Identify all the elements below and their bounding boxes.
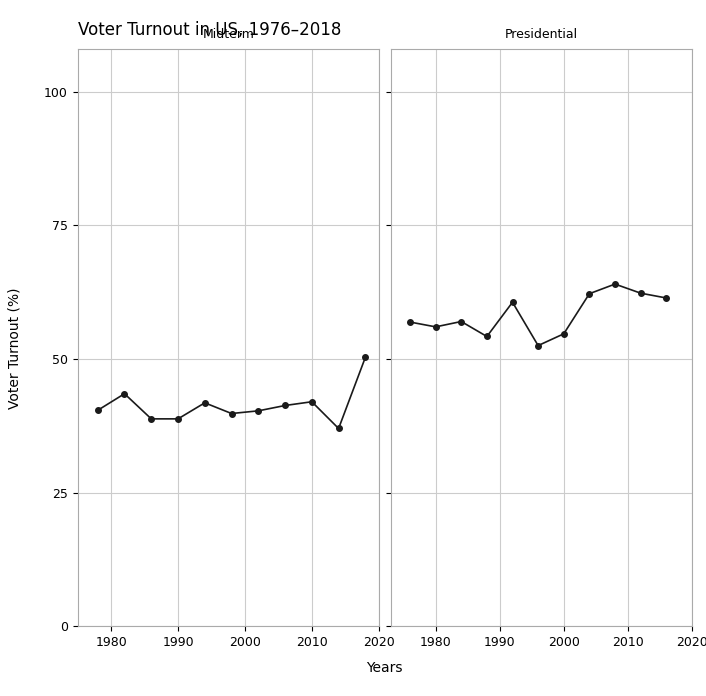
- Text: Voter Turnout (%): Voter Turnout (%): [7, 287, 21, 409]
- Text: Voter Turnout in US, 1976–2018: Voter Turnout in US, 1976–2018: [78, 21, 341, 39]
- Text: Presidential: Presidential: [505, 29, 578, 41]
- Text: Midterm: Midterm: [202, 29, 254, 41]
- Text: Years: Years: [366, 661, 403, 675]
